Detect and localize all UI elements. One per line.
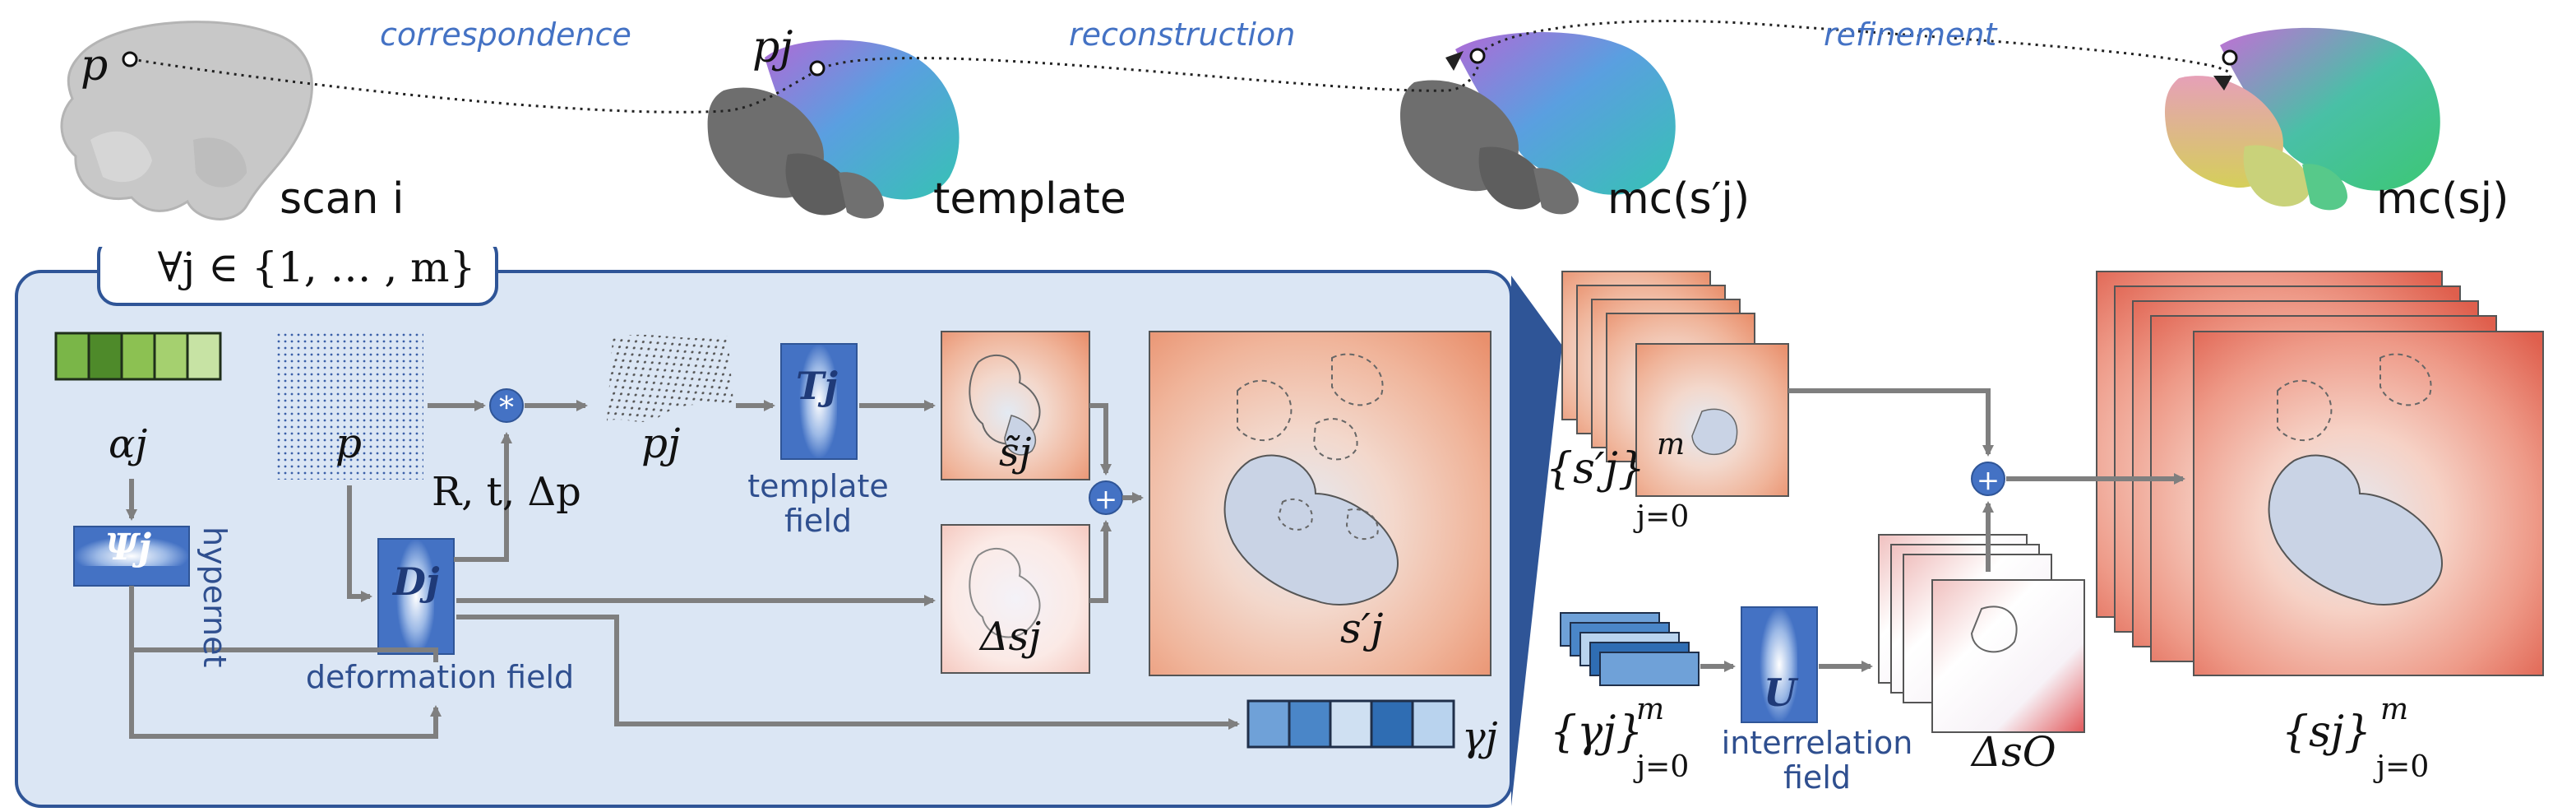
- interrelation-field-symbol: U: [1764, 670, 1797, 715]
- top-row-graphic: [60, 20, 2440, 220]
- template-field-block: [780, 343, 858, 460]
- point-grid-p: [275, 332, 423, 480]
- stage-label-reconstruction: reconstruction: [1069, 16, 1296, 53]
- final-set-sup: m: [2380, 693, 2409, 726]
- interrelation-caption-2: field: [1783, 759, 1851, 796]
- hypernet-caption: hypernet: [197, 527, 233, 668]
- stage-label-refinement: refinement: [1824, 16, 1997, 53]
- gamma-set-sup: m: [1636, 693, 1665, 726]
- svg-text:+: +: [1094, 483, 1118, 516]
- mc-final-mesh: [2164, 27, 2440, 211]
- correspondence-path: [131, 20, 2232, 114]
- header-quantifier: ∀j ∈ {1, … , m}: [157, 244, 476, 291]
- delta-s-o-stack: [1878, 534, 2085, 733]
- s-tilde-panel: [941, 331, 1090, 480]
- panel-wedge: [1511, 276, 1562, 806]
- scan-label: scan i: [280, 174, 405, 224]
- right-panel-arrows: [1700, 388, 2185, 672]
- add-operator-left: +: [1089, 480, 1123, 516]
- interrelation-field-block: [1741, 606, 1818, 723]
- scan-mesh: [60, 21, 313, 220]
- gamma-set-sub: j=0: [1636, 750, 1690, 784]
- final-set-label: {sj}: [2282, 708, 2371, 757]
- delta-s-o-label: ΔsO: [1972, 728, 2056, 776]
- alpha-label: αj: [109, 421, 148, 467]
- svg-text:*: *: [499, 392, 514, 425]
- hypernet-block: [73, 526, 190, 587]
- path-arrowhead-2: [2213, 76, 2232, 90]
- s-tilde-label: s̃j: [999, 429, 1032, 476]
- s-prime-panel: [1149, 331, 1491, 676]
- mc-prime-mesh: [1399, 32, 1676, 215]
- mc-final-label: mc(sj): [2376, 174, 2509, 224]
- delta-s-panel: [941, 524, 1090, 674]
- point-p-label: p: [81, 41, 109, 90]
- rigid-params-label: R, t, Δp: [432, 469, 581, 515]
- s-prime-label: s′j: [1340, 605, 1384, 652]
- alpha-latent-code: [54, 332, 222, 381]
- stage-label-correspondence: correspondence: [380, 16, 631, 53]
- add-operator-right: +: [1971, 462, 2005, 497]
- point-p-marker: [122, 51, 138, 67]
- interrelation-caption-1: interrelation: [1721, 725, 1913, 761]
- mc-prime-label: mc(s′j): [1607, 174, 1750, 224]
- multiply-operator: *: [489, 388, 524, 425]
- gamma-stack: [1560, 612, 1700, 686]
- delta-s-label: Δsj: [980, 614, 1042, 660]
- template-mesh: [707, 39, 960, 219]
- final-set-sub: j=0: [2376, 750, 2430, 784]
- template-field-caption-2: field: [784, 503, 852, 539]
- template-label: template: [933, 174, 1126, 224]
- pipeline-graphic: * +: [15, 247, 2544, 808]
- gamma-label: γj: [1462, 714, 1498, 760]
- deformation-field-caption: deformation field: [305, 659, 575, 695]
- final-s-stack: [2096, 271, 2544, 676]
- point-mc-final-marker: [2222, 49, 2238, 66]
- s-prime-set-sup: m: [1657, 428, 1686, 462]
- deformation-field-symbol: Dj: [393, 559, 440, 604]
- s-prime-stack: [1561, 271, 1789, 497]
- point-mc-prime-marker: [1469, 48, 1486, 64]
- deformation-field-block: [377, 538, 455, 655]
- template-field-caption-1: template: [747, 468, 889, 504]
- s-prime-set-label: {s′j}: [1546, 444, 1645, 494]
- svg-text:+: +: [1977, 464, 2000, 497]
- s-prime-set-sub: j=0: [1636, 500, 1690, 534]
- gamma-latent-code: [1246, 699, 1455, 749]
- hypernet-caption-wrap: hypernet: [191, 527, 240, 691]
- hypernet-symbol: Ψj: [105, 527, 152, 568]
- template-field-symbol: Tj: [796, 364, 838, 408]
- header-box: [97, 247, 498, 306]
- path-arrowhead-1: [1445, 51, 1464, 71]
- point-pj-marker: [809, 60, 826, 77]
- left-panel-arrows: [126, 400, 1240, 739]
- point-grid-pj: [607, 334, 733, 422]
- gamma-set-label: {γj}: [1550, 708, 1644, 757]
- p-grid-label: p: [335, 420, 363, 467]
- point-pj-label: pj: [752, 23, 793, 72]
- pj-grid-label: pj: [641, 420, 681, 467]
